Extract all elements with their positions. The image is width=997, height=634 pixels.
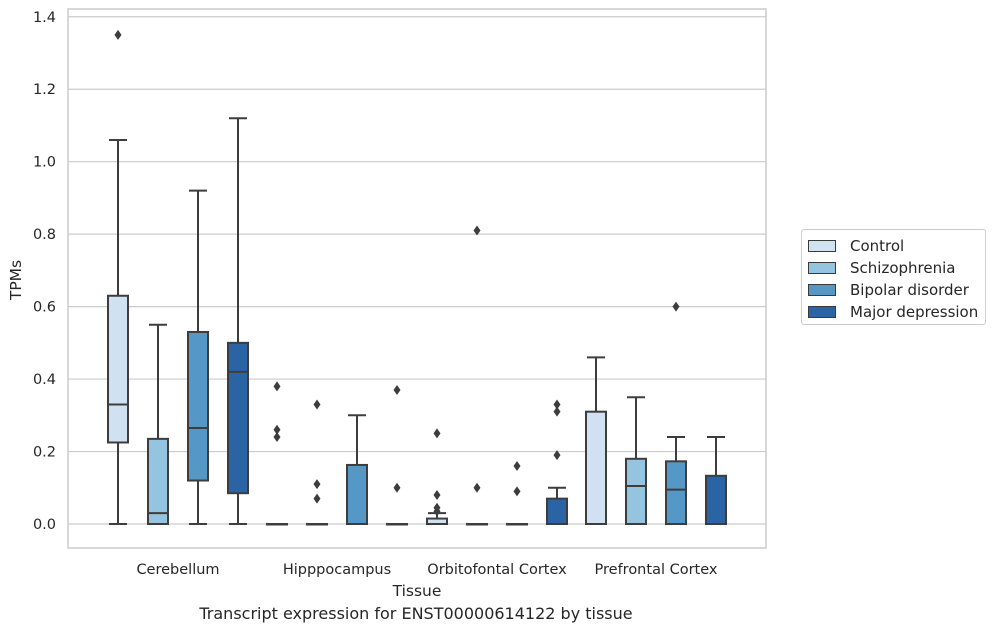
box-group [306, 399, 328, 526]
box-group [466, 225, 488, 526]
legend-label-bipolar-disorder: Bipolar disorder [850, 281, 969, 299]
outlier-point [473, 225, 481, 236]
outlier-point [553, 399, 561, 410]
figure-caption: Transcript expression for ENST0000061412… [199, 604, 633, 623]
box-iqr [187, 330, 209, 482]
outlier-point [393, 384, 401, 395]
outlier-point [273, 424, 281, 435]
legend-label-control: Control [850, 237, 905, 255]
legend-item-control: Control [808, 237, 904, 255]
box-iqr [227, 341, 249, 495]
y-tick-label: 0.6 [33, 300, 56, 316]
chart-legend: Control Schizophrenia Bipolar disorder M… [801, 229, 986, 325]
box-group [227, 117, 249, 525]
x-axis-label: Tissue [392, 582, 442, 600]
outlier-point [114, 29, 122, 40]
outlier-point [273, 432, 281, 443]
y-tick-label: 1.2 [33, 82, 56, 98]
x-tick-label: Hipppocampus [283, 562, 391, 578]
y-tick-label: 1.4 [33, 10, 56, 26]
x-tick-label: Cerebellum [136, 562, 219, 578]
box-iqr [585, 410, 607, 526]
legend-label-schizophrenia: Schizophrenia [850, 259, 956, 277]
plot-frame [67, 8, 767, 549]
outlier-point [553, 450, 561, 461]
outlier-point [433, 428, 441, 439]
box-group [705, 436, 727, 525]
box-group [585, 356, 607, 526]
legend-item-schizophrenia: Schizophrenia [808, 259, 955, 277]
legend-swatch-control [808, 240, 836, 252]
box-group [625, 396, 647, 526]
outlier-point [313, 479, 321, 490]
box-iqr [346, 463, 368, 525]
x-tick-label: Orbitofontal Cortex [427, 562, 567, 578]
outlier-point [433, 506, 441, 517]
legend-item-bipolar-disorder: Bipolar disorder [808, 281, 969, 299]
box-group [147, 323, 169, 525]
outlier-point [553, 406, 561, 417]
legend-swatch-major-depression [808, 306, 836, 318]
legend-label-major-depression: Major depression [850, 303, 979, 321]
legend-swatch-bipolar-disorder [808, 284, 836, 296]
box-group [346, 414, 368, 525]
box-group [266, 381, 288, 526]
box-iqr [107, 294, 129, 444]
outlier-point [473, 482, 481, 493]
box-group [386, 384, 408, 526]
outlier-point [393, 482, 401, 493]
box-group [187, 189, 209, 525]
outlier-point [313, 493, 321, 504]
box-iqr [147, 437, 169, 525]
y-tick-label: 0.4 [33, 372, 56, 388]
outlier-point [313, 399, 321, 410]
outlier-point [513, 486, 521, 497]
y-tick-label: 0.8 [33, 227, 56, 243]
legend-item-major-depression: Major depression [808, 303, 978, 321]
y-tick-label: 1.0 [33, 155, 56, 171]
outlier-point [273, 381, 281, 392]
box-iqr [625, 457, 647, 526]
box-group [426, 428, 448, 525]
box-iqr [546, 497, 568, 526]
box-iqr [705, 474, 727, 525]
box-group [665, 301, 687, 526]
box-iqr [665, 460, 687, 526]
outlier-point [433, 490, 441, 501]
y-axis-label: TPMs [7, 260, 25, 301]
y-tick-label: 0.0 [33, 517, 56, 533]
box-group [506, 461, 528, 526]
box-group [546, 399, 568, 526]
y-tick-label: 0.2 [33, 445, 56, 461]
outlier-point [672, 301, 680, 312]
box-group [107, 29, 129, 525]
legend-swatch-schizophrenia [808, 262, 836, 274]
outlier-point [513, 461, 521, 472]
x-tick-label: Prefrontal Cortex [595, 562, 718, 578]
